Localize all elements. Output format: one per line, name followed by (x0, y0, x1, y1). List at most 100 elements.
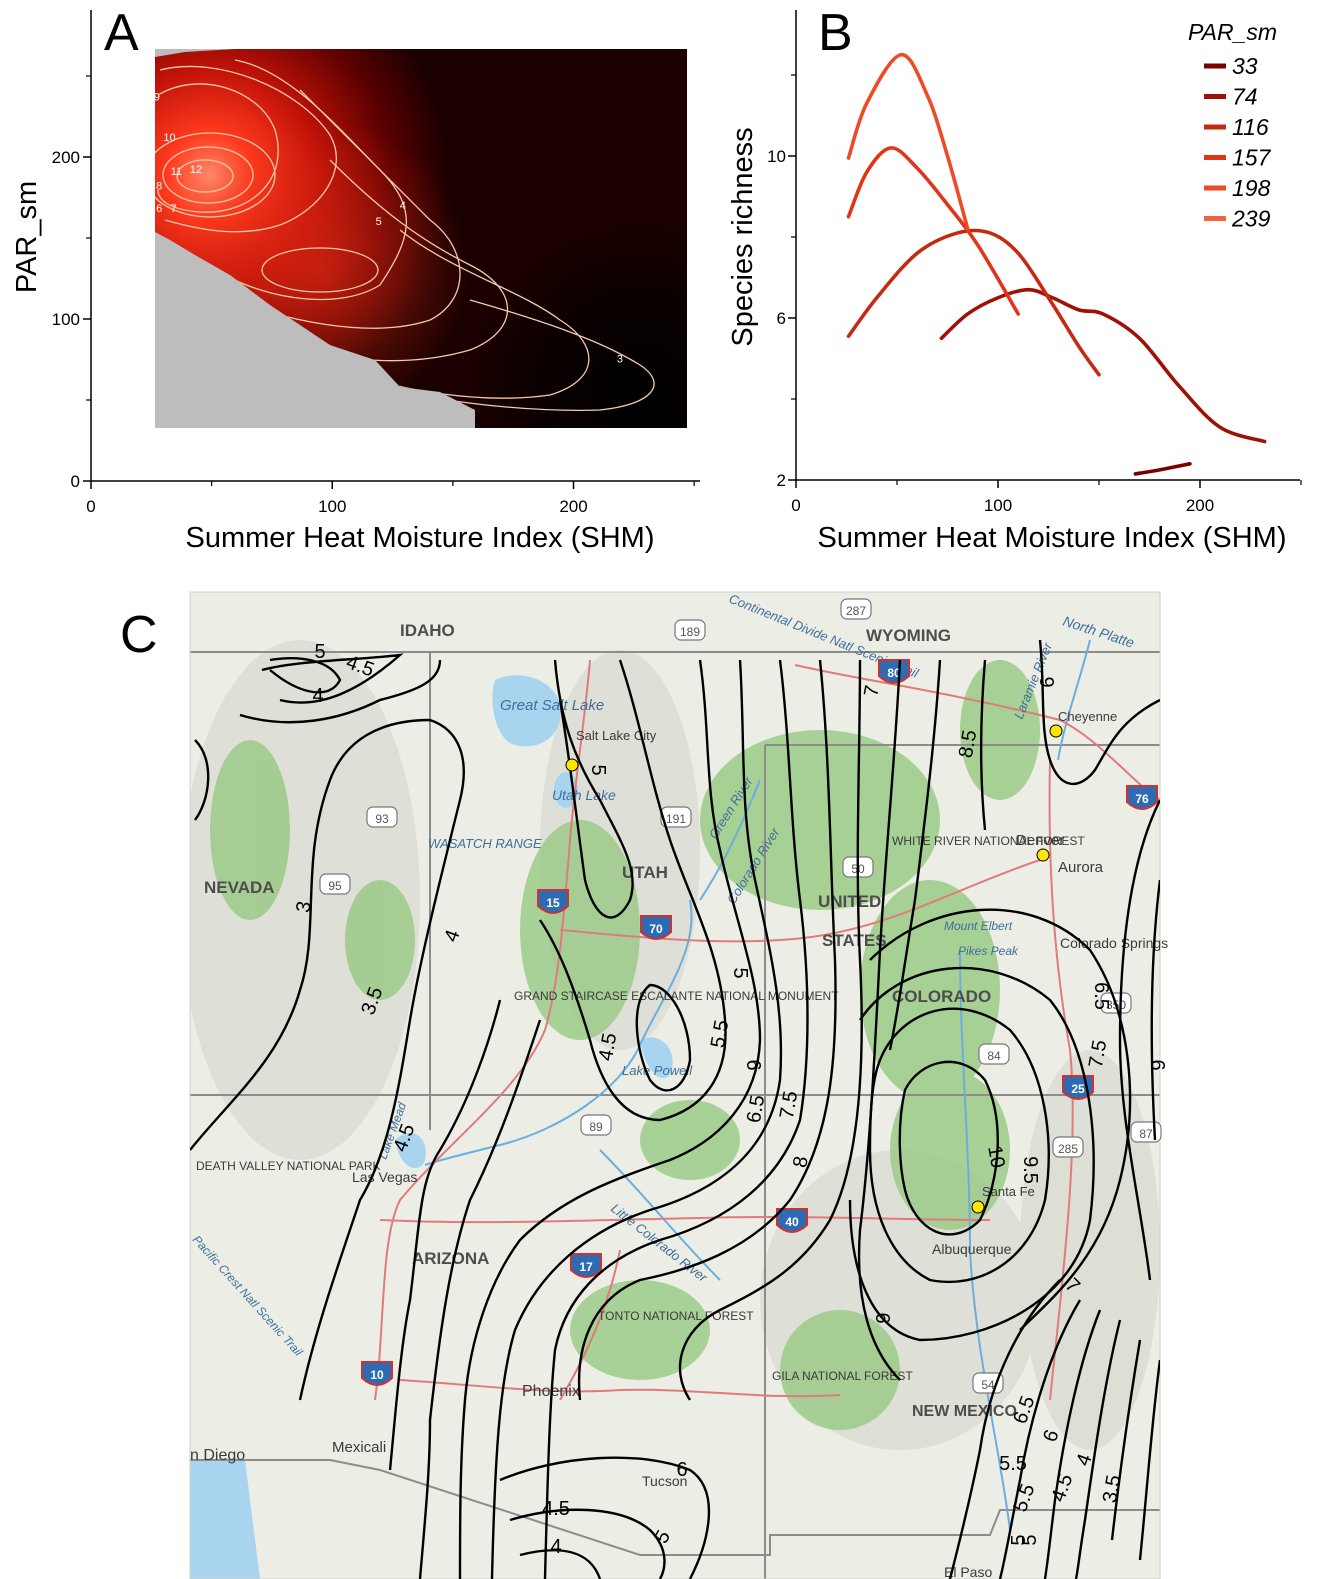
panel-a-axes (90, 10, 700, 482)
y-tick-label: 6 (777, 309, 786, 328)
svg-text:93: 93 (375, 812, 389, 826)
contour-label: 8 (789, 1155, 813, 1170)
place-label: Aurora (1058, 859, 1104, 876)
highway-shield: 15 (537, 889, 569, 914)
contour-label: 9 (154, 91, 160, 103)
svg-text:191: 191 (666, 812, 686, 826)
contour-label: 5.5 (707, 1018, 733, 1049)
contour-label: 6.5 (1090, 982, 1112, 1010)
place-label: WYOMING (866, 626, 951, 645)
svg-text:287: 287 (846, 604, 866, 618)
svg-text:285: 285 (1058, 1142, 1078, 1156)
heatmap-contour-labels: 9 10 11 12 8 6 7 5 4 3 (154, 91, 623, 365)
contour-label: 6 (1146, 1059, 1168, 1070)
legend-label: 116 (1232, 114, 1269, 140)
y-tick-label: 0 (71, 472, 80, 491)
legend-items: 33 74 116 157 198 239 (1204, 53, 1272, 232)
x-tick-label: 100 (318, 497, 346, 516)
map (190, 592, 1160, 1579)
contour-label: 4 (400, 200, 406, 212)
place-label: NEW MEXICO (912, 1403, 1017, 1420)
place-label: Utah Lake (552, 787, 616, 803)
map-contours (190, 639, 1160, 1579)
svg-text:54: 54 (981, 1378, 995, 1392)
panel-b-xlabel: Summer Heat Moisture Index (SHM) (818, 522, 1287, 554)
contour-label: 5 (314, 641, 325, 663)
place-label: Salt Lake City (576, 728, 657, 743)
svg-text:70: 70 (649, 922, 663, 936)
contour-label: 5 (376, 216, 382, 228)
legend-label: 74 (1232, 84, 1258, 110)
svg-text:95: 95 (328, 879, 342, 893)
contour-label: 6 (742, 1059, 764, 1070)
y-tick-label: 2 (777, 471, 786, 490)
legend-label: 239 (1231, 206, 1271, 232)
place-label: STATES (822, 931, 887, 950)
contour-label: 8 (156, 180, 162, 192)
svg-text:15: 15 (546, 896, 560, 910)
place-label: Mount Elbert (944, 919, 1013, 933)
highway-shield: 84 (978, 1043, 1010, 1065)
contour-label: 9.5 (1019, 1156, 1041, 1184)
contour-label: 4 (550, 1536, 561, 1558)
water-bodies (190, 675, 673, 1579)
panel-b-ylabel: Species richness (727, 127, 759, 346)
contour-label: 4 (312, 685, 323, 707)
contour-label: 4.5 (595, 1031, 621, 1062)
contour-label: 9 (1035, 676, 1057, 687)
x-tick-label: 0 (791, 496, 800, 515)
panel-c-letter: C (120, 606, 158, 664)
panel-c: C (120, 591, 1168, 1579)
place-label: UNITED (818, 892, 881, 911)
place-label: n Diego (190, 1447, 245, 1464)
contour-label: 10 (983, 1144, 1009, 1170)
highway-shield: 95 (319, 873, 351, 895)
place-label: Las Vegas (352, 1169, 417, 1185)
panel-a-ylabel: PAR_sm (11, 181, 43, 293)
legend-label: 33 (1232, 53, 1258, 79)
series-line-33 (1133, 462, 1192, 476)
highway-shield: 189 (674, 619, 706, 641)
y-tick-label: 10 (767, 147, 786, 166)
svg-text:84: 84 (987, 1049, 1001, 1063)
panel-a-ticks: 0 100 200 0 100 200 (52, 75, 695, 516)
place-label: Cheyenne (1058, 709, 1117, 724)
highway-shield: 89 (580, 1114, 612, 1136)
highway-shield: 287 (840, 598, 872, 620)
svg-text:40: 40 (785, 1215, 799, 1229)
highway-shield: 191 (660, 806, 692, 828)
y-tick-label: 100 (52, 310, 80, 329)
panel-a: A 9 10 11 12 8 6 7 5 4 3 (11, 4, 700, 554)
panel-b-legend: PAR_sm 33 74 116 157 198 239 (1188, 19, 1277, 232)
capital-marker (1049, 724, 1063, 738)
contour-label: 12 (190, 164, 202, 176)
place-label: Pikes Peak (958, 944, 1019, 958)
contour-label: 7.5 (776, 1089, 802, 1120)
place-label: Denver (1016, 832, 1064, 849)
series-line-116 (846, 228, 1101, 377)
contour-label: 5 (729, 967, 751, 978)
contour-label: 4.5 (542, 1498, 570, 1520)
rivers (424, 639, 1091, 1531)
svg-text:89: 89 (589, 1120, 603, 1134)
place-label: El Paso (944, 1564, 992, 1579)
panel-a-letter: A (104, 4, 139, 62)
map-frame (189, 591, 1161, 1579)
panel-b-letter: B (818, 4, 853, 62)
highway-shield: 76 (1126, 785, 1158, 810)
svg-text:76: 76 (1135, 792, 1149, 806)
contour-label: 3 (292, 900, 316, 915)
place-label: WHITE RIVER NATIONAL FOREST (892, 834, 1085, 848)
place-label: GILA NATIONAL FOREST (772, 1369, 913, 1383)
place-label: NEVADA (204, 878, 275, 897)
contour-label: 5 (1008, 1534, 1030, 1545)
legend-label: 157 (1232, 145, 1272, 171)
contour-label: 3.5 (1099, 1473, 1125, 1504)
contour-label: 6 (156, 203, 162, 215)
capital-marker (565, 758, 579, 772)
contour-label: 3 (617, 354, 623, 366)
capital-marker (1036, 848, 1050, 862)
highway-shield: 10 (361, 1361, 393, 1386)
place-label: IDAHO (400, 621, 455, 640)
